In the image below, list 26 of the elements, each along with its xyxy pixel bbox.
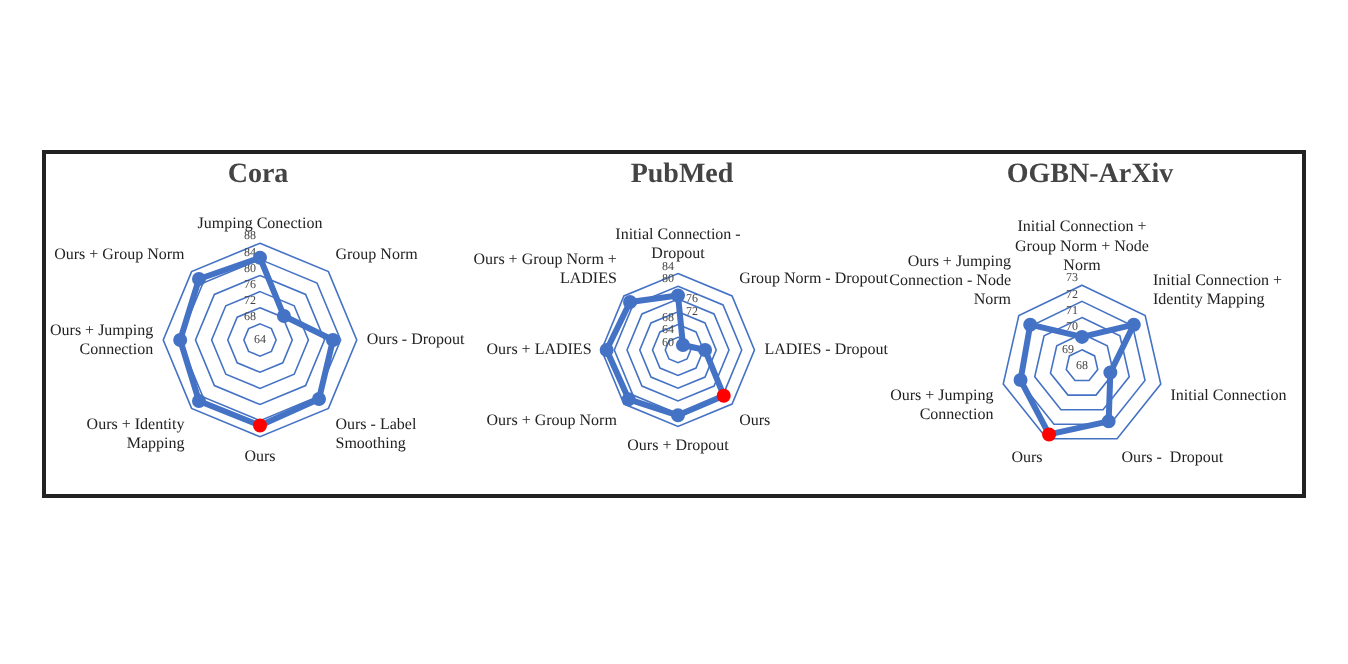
spoke-label: Ours + LADIES xyxy=(486,340,592,359)
spoke-label: Initial Connection + Group Norm + Node Norm xyxy=(1015,217,1150,274)
spoke-label: Ours xyxy=(739,410,771,429)
spoke-label: LADIES - Dropout xyxy=(764,340,890,359)
spoke-label: Ours + Jumping Connection xyxy=(890,385,994,424)
spoke-label: Ours + Group Norm xyxy=(54,245,187,264)
spoke-label: Ours + Jumping Connection - Node Norm xyxy=(889,251,1013,308)
spoke-label: Ours - Label Smoothing xyxy=(335,415,418,453)
spoke-label: Initial Connection xyxy=(1170,385,1287,404)
spoke-label: Initial Connection + Identity Mapping xyxy=(1152,270,1283,308)
spoke-label: Group Norm - Dropout xyxy=(739,269,890,288)
spoke-label: Ours + Group Norm + LADIES xyxy=(473,250,618,288)
spoke-label: Ours + Identity Mapping xyxy=(86,415,185,453)
spoke-label: Ours xyxy=(1011,447,1043,466)
spoke-label: Ours xyxy=(244,446,276,465)
chart-title: Cora xyxy=(227,160,289,191)
chart-title: PubMed xyxy=(630,160,734,191)
spoke-label: Ours - Dropout xyxy=(366,330,467,349)
spoke-label: Ours - Dropout xyxy=(1121,447,1225,466)
spoke-label: Group Norm xyxy=(335,245,420,264)
spoke-label: Ours + Group Norm xyxy=(486,410,619,429)
spoke-label: Ours + Dropout xyxy=(627,436,731,455)
spoke-label: Ours + Jumping Connection xyxy=(50,320,154,358)
chart-title: OGBN-ArXiv xyxy=(1006,160,1174,191)
spoke-label: Initial Connection - Dropout xyxy=(615,224,742,263)
spoke-label: Jumping Conection xyxy=(197,213,323,232)
